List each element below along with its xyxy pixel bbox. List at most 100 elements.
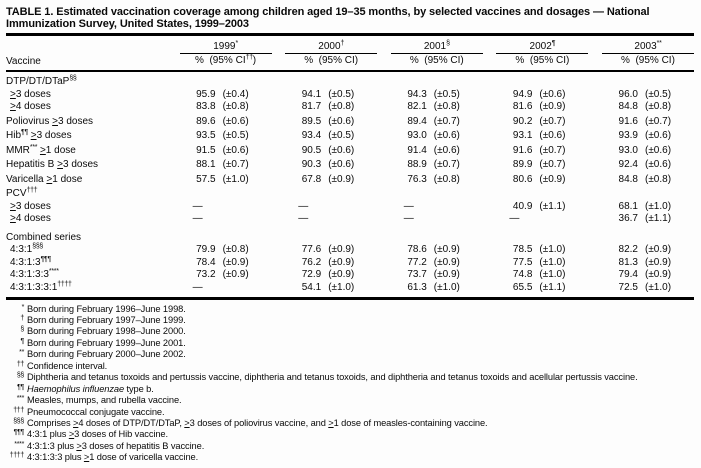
percent-value: 76.2 xyxy=(301,256,322,268)
percent-value: 57.5 xyxy=(196,173,216,185)
data-cell: — xyxy=(166,282,272,295)
confidence-interval-value: (±0.8) xyxy=(644,173,672,185)
geq-symbol: > xyxy=(76,440,82,451)
percent-value: 76.3 xyxy=(407,173,427,185)
confidence-interval-value: (±0.5) xyxy=(328,88,355,100)
row-label: PCV††† xyxy=(6,187,38,199)
data-cell: 78.5 (±1.0) xyxy=(483,244,589,257)
section-row: PCV††† xyxy=(6,187,694,201)
footnote-marker-superscript: ¶¶ xyxy=(21,129,28,136)
ci-column-label: % (95% CI††) xyxy=(195,53,257,66)
no-data-dash: — xyxy=(509,213,520,224)
percent-value: 91.4 xyxy=(407,144,427,156)
confidence-interval-value: (±0.6) xyxy=(222,115,249,127)
footnote-marker: ††† xyxy=(6,407,24,418)
row-label: >3 doses xyxy=(10,88,51,100)
footnote-text: Born during February 1996–June 1998. xyxy=(27,303,186,314)
footnote-italic-term: Haemophilus influenzae xyxy=(27,383,125,394)
footnote-marker-superscript: §§§ xyxy=(13,418,24,426)
table-row: 4:3:1:3¶¶¶ 78.4 (±0.9) 76.2 (±0.9) 77.2 (±0.9)… xyxy=(6,256,694,270)
header-divider-rule xyxy=(6,69,694,72)
year-column-header: 2001§% (95% CI) xyxy=(377,40,483,68)
confidence-interval-value: (±0.9) xyxy=(222,256,249,268)
confidence-interval-value: (±0.9) xyxy=(644,269,672,280)
confidence-interval-value: (±1.0) xyxy=(328,281,355,293)
cell-content: 93.0 (±0.6) xyxy=(602,145,694,158)
cell-content: 77.5 (±1.0) xyxy=(496,257,588,270)
footnote-marker: ** xyxy=(6,349,24,360)
percent-value: 84.8 xyxy=(618,173,638,185)
cell-content: 90.3 (±0.6) xyxy=(285,159,377,172)
percent-value: 73.7 xyxy=(407,269,427,280)
percent-value: 88.1 xyxy=(196,159,216,170)
cell-content: 93.0 (±0.6) xyxy=(391,130,483,143)
table-bottom-rule xyxy=(6,297,694,300)
data-cell: 91.5 (±0.6) xyxy=(166,145,272,158)
no-data-dash: — xyxy=(403,213,414,224)
geq-symbol: > xyxy=(10,200,16,212)
cell-content: 36.7 (±1.1) xyxy=(602,213,694,226)
percent-value: 54.1 xyxy=(301,281,322,293)
data-cell: 89.4 (±0.7) xyxy=(377,116,483,129)
data-cell: 93.5 (±0.5) xyxy=(166,130,272,143)
year-block: 2000†% (95% CI) xyxy=(285,40,378,68)
data-cell xyxy=(166,188,272,201)
confidence-interval-value: (±0.7) xyxy=(539,144,566,156)
row-label: Hepatitis B >3 doses xyxy=(6,159,99,170)
geq-symbol: > xyxy=(10,213,16,224)
geq-symbol: > xyxy=(68,429,75,440)
data-cell: 82.1 (±0.8) xyxy=(377,101,483,114)
cell-content: 84.8 (±0.8) xyxy=(602,174,694,187)
confidence-interval-value: (±0.9) xyxy=(222,269,249,280)
confidence-interval-value: (±0.5) xyxy=(433,88,460,100)
footnote-marker-superscript: ††† xyxy=(26,187,38,194)
data-cell: — xyxy=(483,213,589,226)
data-cell: 74.8 (±1.0) xyxy=(483,269,589,282)
ci-column-label: % (95% CI) xyxy=(621,54,675,66)
footnote-marker-superscript: † xyxy=(20,314,24,322)
percent-value: 89.4 xyxy=(407,115,427,127)
percent-value: 91.6 xyxy=(618,115,638,127)
data-cell: 93.0 (±0.6) xyxy=(588,145,694,158)
cell-content: 93.5 (±0.5) xyxy=(180,130,272,143)
row-label: MMR*** >1 dose xyxy=(6,143,76,156)
title-divider-rule xyxy=(6,33,694,36)
table-body: DTP/DT/DTaP§§ >3 doses 95.9 (±0.4) 94.1 (±0.5… xyxy=(6,75,694,295)
confidence-interval-value: (±0.7) xyxy=(644,115,672,127)
confidence-interval-value: (±0.6) xyxy=(539,130,566,141)
footnote-text: Measles, mumps, and rubella vaccine. xyxy=(27,395,182,406)
confidence-interval-value: (±0.8) xyxy=(433,101,460,112)
confidence-interval-empty xyxy=(216,201,272,214)
confidence-interval-value: (±1.0) xyxy=(222,173,249,185)
footnote: †† Confidence interval. xyxy=(6,361,694,372)
data-cell: 88.9 (±0.7) xyxy=(377,159,483,172)
year-label: 1999* xyxy=(179,40,272,54)
table-row: 4:3:1§§§ 79.9 (±0.8) 77.6 (±0.9) 78.6 (±0.9) 78… xyxy=(6,243,694,257)
year-label: 2002¶ xyxy=(496,40,589,54)
cell-content: 77.2 (±0.9) xyxy=(391,257,483,270)
cell-content: 57.5 (±1.0) xyxy=(180,174,272,187)
data-cell: 89.9 (±0.7) xyxy=(483,159,589,172)
footnote: †††† 4:3:1:3:3 plus >1 dose of varicella … xyxy=(6,452,694,463)
confidence-interval-value: (±0.5) xyxy=(222,130,249,141)
data-cell: 91.6 (±0.7) xyxy=(483,145,589,158)
cell-content: 84.8 (±0.8) xyxy=(602,101,694,114)
data-cell xyxy=(272,232,378,245)
confidence-interval-value: (±0.9) xyxy=(328,256,355,268)
footnote-text: 4:3:1:3:3 plus >1 dose of varicella vacc… xyxy=(27,452,199,463)
percent-value: 93.4 xyxy=(301,130,322,141)
percent-value: 89.6 xyxy=(196,115,216,127)
data-cell xyxy=(588,76,694,89)
row-label: Poliovirus >3 doses xyxy=(6,115,94,127)
footnote-marker: *** xyxy=(6,395,25,406)
cell-content: 94.9 (±0.6) xyxy=(496,89,588,102)
percent-value: 88.9 xyxy=(407,159,427,170)
footnote-text: Diphtheria and tetanus toxoids and pertu… xyxy=(27,372,638,383)
percent-value: 82.2 xyxy=(618,244,638,255)
table-row: Hepatitis B >3 doses 88.1 (±0.7) 90.3 (±0.6)… xyxy=(6,159,694,172)
footnote-marker-superscript: †† xyxy=(245,53,253,61)
confidence-interval-value: (±1.1) xyxy=(539,281,566,293)
percent-value: 90.2 xyxy=(512,115,533,127)
data-cell: 93.4 (±0.5) xyxy=(272,130,378,143)
no-data-dash: — xyxy=(192,200,203,212)
